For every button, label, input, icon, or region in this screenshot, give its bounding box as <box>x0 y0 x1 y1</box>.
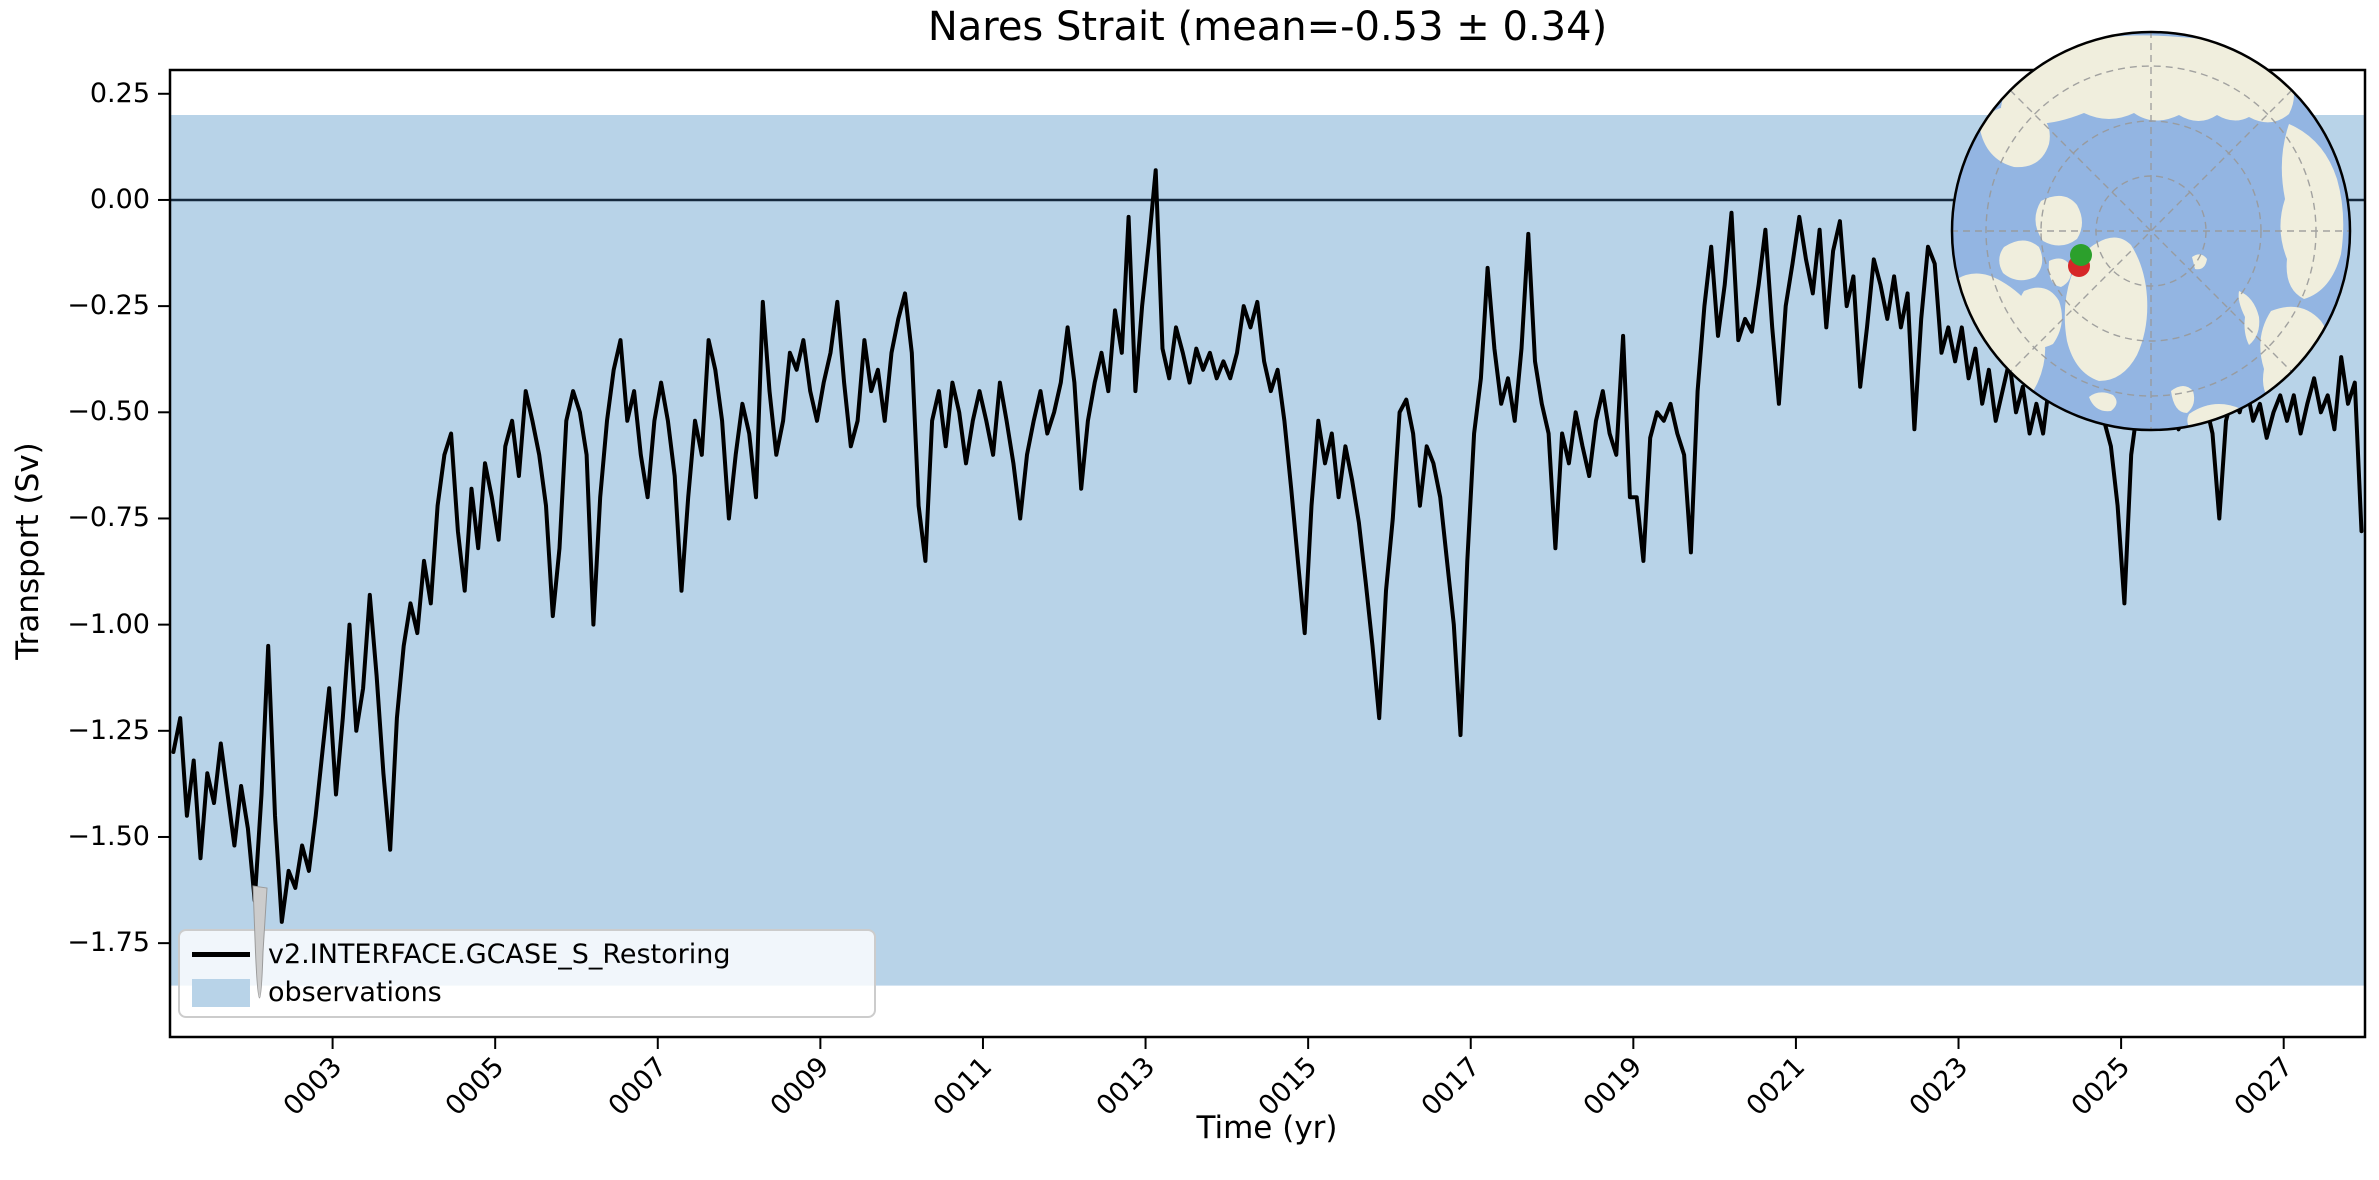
y-axis-label: Transport (Sv) <box>10 442 46 660</box>
x-axis-label: Time (yr) <box>1196 1110 1338 1146</box>
y-tick-label: 0.25 <box>89 77 150 109</box>
x-axis-ticks <box>331 1037 2285 1049</box>
y-tick-label: −1.00 <box>67 608 150 640</box>
y-axis-ticks <box>158 92 170 945</box>
legend-entry-model: v2.INTERFACE.GCASE_S_Restoring <box>192 939 862 970</box>
strait-marker-green-dot <box>2070 244 2092 266</box>
axes-frame <box>168 68 2367 1039</box>
y-tick-label: −1.25 <box>67 714 150 746</box>
map-circle-outline <box>1950 30 2352 432</box>
y-tick-label: −1.75 <box>67 927 150 959</box>
legend: v2.INTERFACE.GCASE_S_Restoring observati… <box>178 929 876 1018</box>
y-tick-label: −0.25 <box>67 290 150 322</box>
y-tick-label: −0.75 <box>67 502 150 534</box>
chart-title: Nares Strait (mean=-0.53 ± 0.34) <box>927 4 1608 50</box>
map-graticule <box>1952 32 2350 430</box>
y-tick-label: 0.00 <box>89 183 150 215</box>
y-tick-label: −1.50 <box>67 820 150 852</box>
series-line <box>171 168 2364 924</box>
legend-label-model: v2.INTERFACE.GCASE_S_Restoring <box>268 939 731 970</box>
y-tick-label: −0.50 <box>67 396 150 428</box>
legend-entry-observations: observations <box>192 977 862 1008</box>
legend-line-swatch <box>192 952 250 957</box>
locator-map-inset <box>1950 30 2352 432</box>
legend-label-observations: observations <box>268 977 442 1008</box>
mouse-cursor[interactable] <box>246 880 276 1010</box>
legend-patch-swatch <box>192 978 250 1007</box>
